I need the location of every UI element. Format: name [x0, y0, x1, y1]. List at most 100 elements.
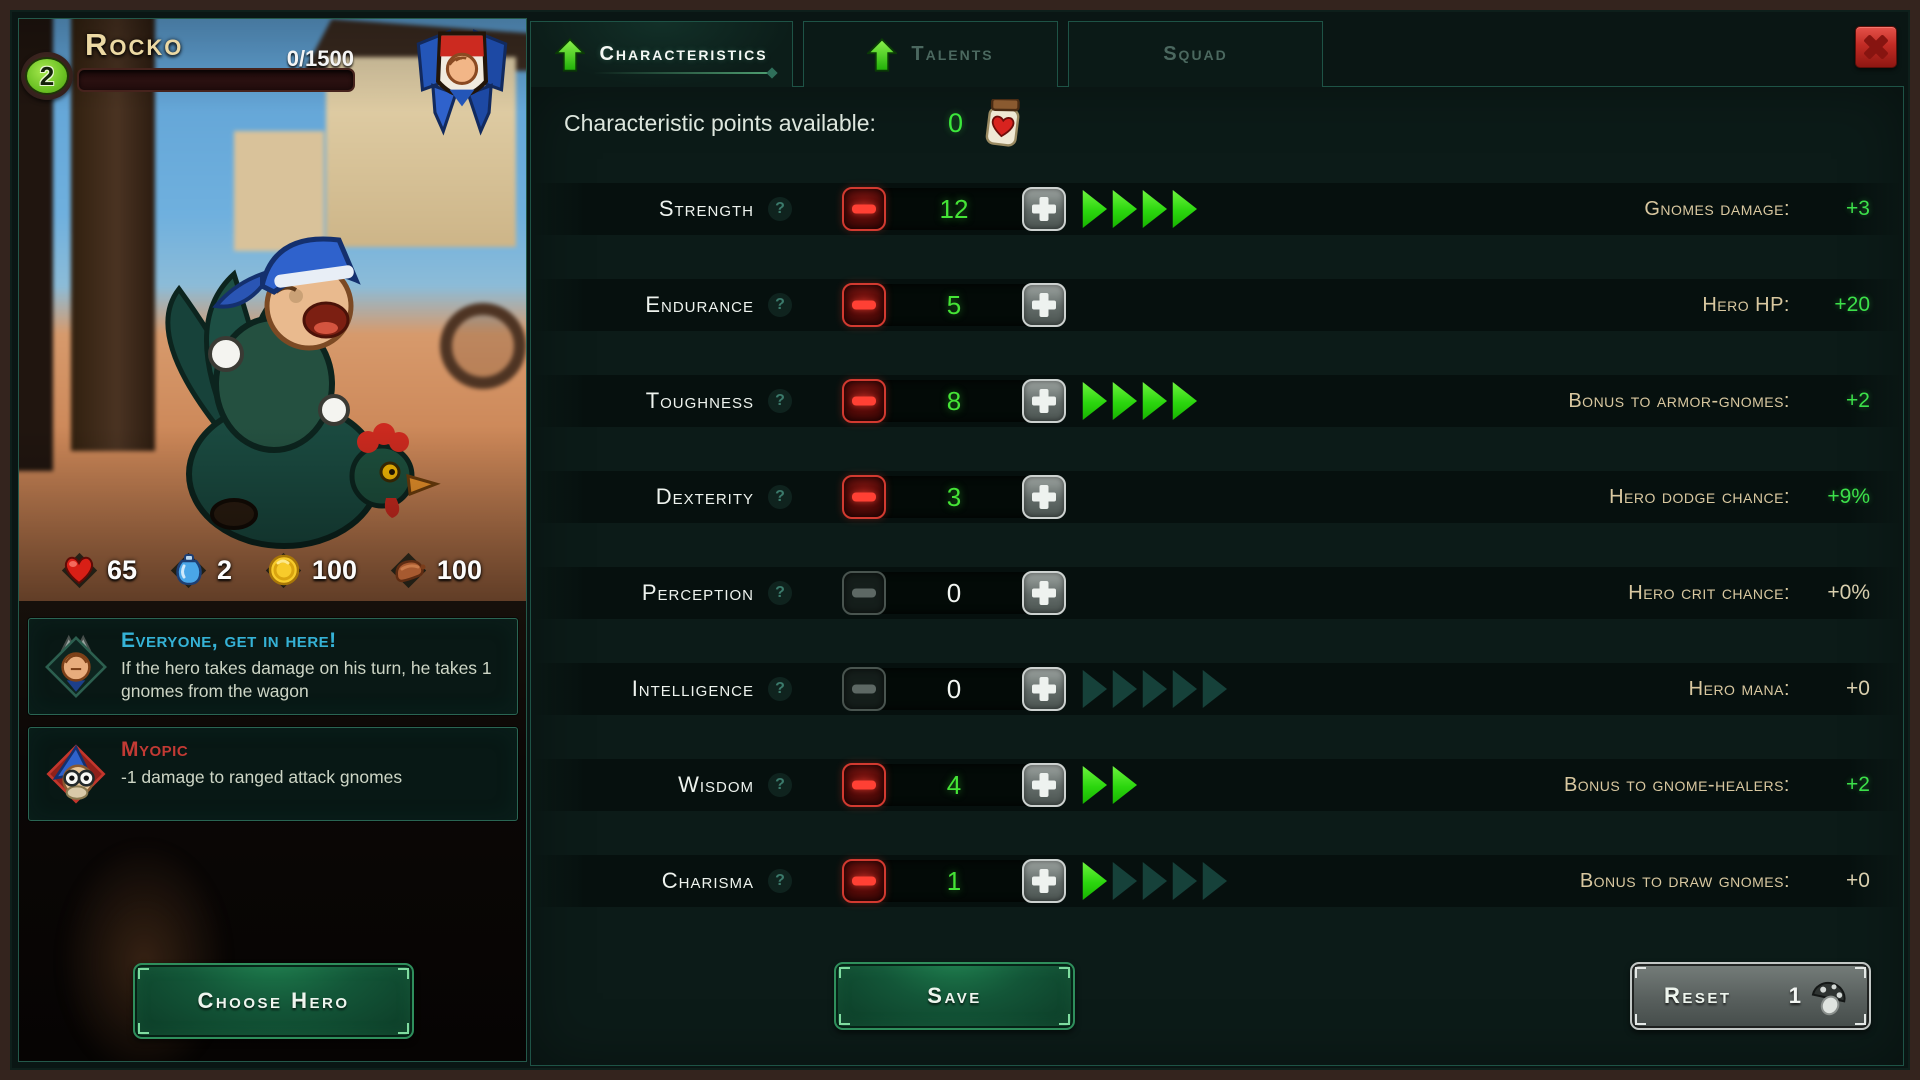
- points-row: Characteristic points available: 0: [564, 97, 1870, 149]
- stats-list: Strength ? 12 Gnomes damage: +3 Enduranc…: [531, 183, 1903, 907]
- effect-value: +3: [1846, 197, 1870, 220]
- characteristics-content: Characteristic points available: 0 Stren…: [530, 86, 1904, 1066]
- plus-button[interactable]: [1022, 571, 1066, 615]
- tab-label: Squad: [1163, 43, 1228, 65]
- level-value: 2: [25, 57, 69, 95]
- upgrade-arrow-bright: [1142, 190, 1167, 228]
- plus-button[interactable]: [1022, 859, 1066, 903]
- ability-title: Everyone, get in here!: [121, 629, 337, 652]
- stat-stepper: 5: [842, 283, 1066, 327]
- help-icon[interactable]: ?: [768, 581, 792, 605]
- minus-button[interactable]: [842, 763, 886, 807]
- hero-character-illustration: [165, 236, 441, 549]
- trait-description: -1 damage to ranged attack gnomes: [121, 767, 403, 787]
- effect-label: Hero crit chance:: [1628, 581, 1790, 604]
- tab-squad[interactable]: Squad: [1068, 21, 1323, 87]
- myopic-trait-icon: [46, 744, 106, 804]
- minus-button[interactable]: [842, 859, 886, 903]
- stat-value: 0: [946, 577, 962, 608]
- stat-label: Dexterity: [655, 484, 754, 509]
- stat-row: Strength ? 12 Gnomes damage: +3: [531, 183, 1903, 235]
- stat-value: 1: [946, 865, 962, 896]
- minus-button[interactable]: [842, 187, 886, 231]
- effect-label: Bonus to armor-gnomes:: [1568, 389, 1790, 412]
- effect-value: +0: [1846, 869, 1870, 892]
- stat-effect: Bonus to gnome-healers: +2: [1564, 773, 1870, 797]
- minus-button[interactable]: [842, 379, 886, 423]
- help-icon[interactable]: ?: [768, 773, 792, 797]
- stat-value: 8: [946, 385, 962, 416]
- choose-hero-button[interactable]: Choose Hero: [133, 963, 414, 1039]
- upgrade-arrow-dim: [1202, 670, 1227, 708]
- help-icon[interactable]: ?: [768, 293, 792, 317]
- minus-button[interactable]: [842, 571, 886, 615]
- effect-value: +0%: [1827, 581, 1870, 604]
- help-icon[interactable]: ?: [768, 389, 792, 413]
- plus-button[interactable]: [1022, 379, 1066, 423]
- upgrade-arrow-bright: [1142, 382, 1167, 420]
- stat-effect: Bonus to draw gnomes: +0: [1580, 869, 1870, 893]
- tab-talents[interactable]: Talents: [803, 21, 1058, 87]
- characteristics-panel: Characteristics Talents Squad Characteri…: [530, 21, 1904, 1066]
- health-value: 65: [107, 554, 138, 585]
- stat-label: Wisdom: [678, 772, 754, 797]
- plus-button[interactable]: [1022, 187, 1066, 231]
- stat-stepper: 8: [842, 379, 1066, 423]
- stat-row: Toughness ? 8 Bonus to armor-gnomes: +2: [531, 375, 1903, 427]
- help-icon[interactable]: ?: [768, 677, 792, 701]
- stat-value: 3: [946, 481, 962, 512]
- arrow-indicator: [1082, 862, 1227, 900]
- ability-description: If the hero takes damage on his turn, he…: [121, 658, 492, 701]
- potion-icon: [169, 550, 209, 590]
- stat-row: Intelligence ? 0 Hero mana: +0: [531, 663, 1903, 715]
- stat-effect: Bonus to armor-gnomes: +2: [1568, 389, 1870, 413]
- trait-title: Myopic: [121, 738, 189, 761]
- plus-button[interactable]: [1022, 667, 1066, 711]
- tab-label: Talents: [911, 43, 994, 65]
- plus-button[interactable]: [1022, 283, 1066, 327]
- upgrade-arrow-bright: [1112, 190, 1137, 228]
- effect-value: +20: [1834, 293, 1870, 316]
- fist-ability-icon: [45, 634, 107, 698]
- tab-label: Characteristics: [599, 43, 768, 65]
- upgrade-arrow-bright: [1082, 766, 1107, 804]
- help-icon[interactable]: ?: [768, 869, 792, 893]
- save-button[interactable]: Save: [834, 962, 1075, 1030]
- minus-button[interactable]: [842, 475, 886, 519]
- minus-button[interactable]: [842, 283, 886, 327]
- stat-label: Charisma: [661, 868, 754, 893]
- arrow-indicator: [1082, 670, 1227, 708]
- upgrade-arrow-dim: [1172, 862, 1197, 900]
- sausage-resource: 100: [389, 550, 482, 590]
- plus-button[interactable]: [1022, 763, 1066, 807]
- stat-label: Toughness: [645, 388, 754, 413]
- upgrade-arrow-dim: [1172, 670, 1197, 708]
- upgrade-arrow-bright: [1112, 766, 1137, 804]
- upgrade-arrow-bright: [1082, 190, 1107, 228]
- arrow-indicator: [1082, 190, 1197, 228]
- stat-effect: Gnomes damage: +3: [1644, 197, 1870, 221]
- help-icon[interactable]: ?: [768, 197, 792, 221]
- heart-jar-icon: [985, 99, 1020, 147]
- stat-row: Dexterity ? 3 Hero dodge chance: +9%: [531, 471, 1903, 523]
- reset-button[interactable]: Reset 1: [1630, 962, 1871, 1030]
- stat-row: Perception ? 0 Hero crit chance: +0%: [531, 567, 1903, 619]
- effect-value: +2: [1846, 773, 1870, 796]
- stat-value: 12: [939, 193, 969, 224]
- hero-ability-card: Everyone, get in here! If the hero takes…: [28, 618, 518, 715]
- help-icon[interactable]: ?: [768, 485, 792, 509]
- stat-label: Strength: [658, 196, 754, 221]
- effect-label: Gnomes damage:: [1644, 197, 1790, 220]
- close-button[interactable]: [1855, 26, 1897, 68]
- reset-label: Reset: [1664, 983, 1732, 1008]
- tab-characteristics[interactable]: Characteristics: [530, 21, 793, 87]
- xp-label: 0/1500: [286, 46, 354, 71]
- coin-icon: [264, 550, 304, 590]
- hero-trait-card: Myopic -1 damage to ranged attack gnomes: [28, 727, 518, 821]
- plus-button[interactable]: [1022, 475, 1066, 519]
- minus-button[interactable]: [842, 667, 886, 711]
- stat-stepper: 4: [842, 763, 1066, 807]
- sausage-value: 100: [436, 554, 482, 585]
- tab-bar: Characteristics Talents Squad: [530, 21, 1904, 87]
